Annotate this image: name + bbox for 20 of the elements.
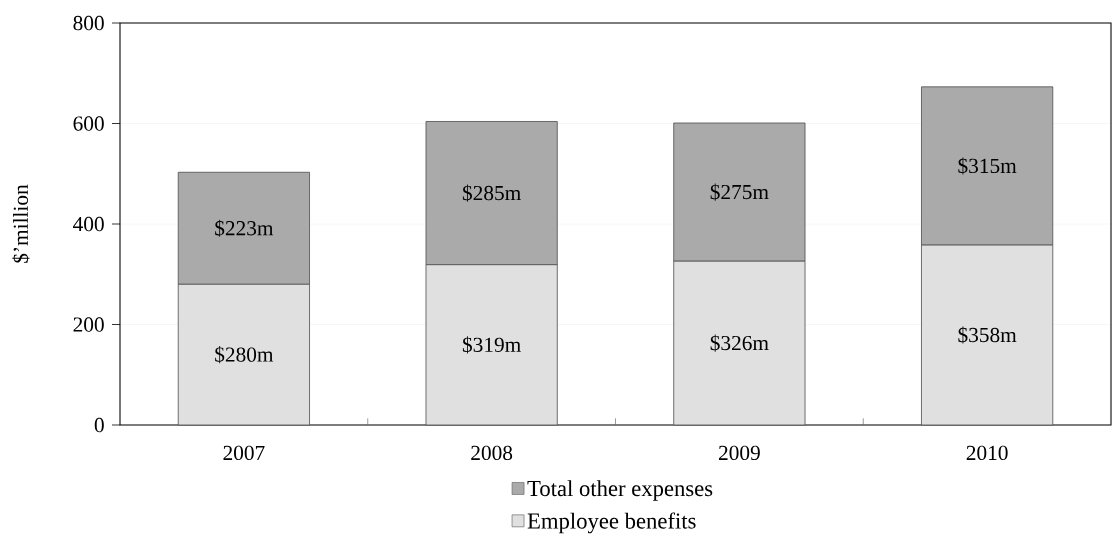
y-tick-label: 800 [73,15,104,31]
data-label: $358m [958,326,1017,344]
x-tick-label: 2009 [718,445,760,461]
x-tick-label: 2008 [471,445,513,461]
data-label: $315m [958,157,1017,175]
data-label: $275m [710,183,769,201]
data-label: $326m [710,334,769,352]
data-label: $319m [462,336,521,354]
legend-label: Employee benefits [527,512,696,534]
y-tick-label: 400 [73,216,104,232]
data-label: $223m [215,219,274,237]
x-tick-label: 2010 [966,445,1008,461]
y-axis-title: $’million [12,184,30,263]
y-tick-label: 0 [94,417,104,433]
x-tick-label: 2007 [223,445,265,461]
y-tick-label: 600 [73,116,104,131]
y-tick-label: 200 [73,317,104,332]
legend-label: Total other expenses [527,480,713,501]
data-label: $280m [215,346,274,364]
data-label: $285m [462,184,521,202]
